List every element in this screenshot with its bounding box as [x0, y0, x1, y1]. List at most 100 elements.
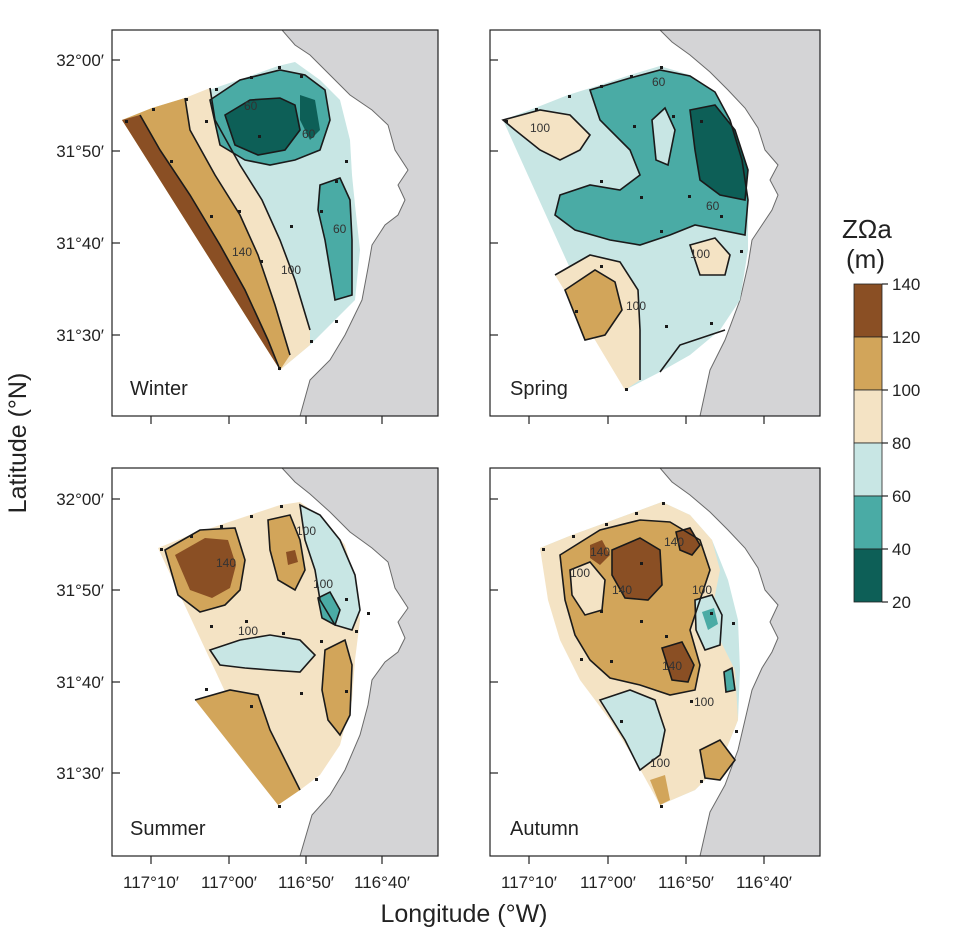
contour-label: 100: [626, 299, 646, 313]
stations: [125, 66, 348, 370]
stations: [542, 502, 738, 808]
contour-label: 100: [281, 263, 301, 277]
contour-label: 140: [590, 545, 610, 559]
contour-line: [598, 689, 666, 772]
contour-line: [651, 106, 676, 167]
contour-line: [209, 69, 331, 166]
land-mass: [659, 30, 820, 416]
contour-line: [554, 254, 641, 380]
stations: [505, 66, 743, 391]
contour-line: [298, 503, 361, 631]
lat-tick-label: 32°00′: [56, 51, 104, 70]
contour-line: [694, 594, 723, 651]
contour-line: [317, 177, 353, 302]
legend-bin: [853, 336, 883, 391]
panel-label-spring: Spring: [510, 378, 568, 400]
band-20-40: [225, 98, 300, 155]
legend-bin: [853, 442, 883, 497]
legend-bin: [853, 283, 883, 338]
contour-label: 140: [612, 583, 632, 597]
contour-line: [164, 527, 246, 613]
contour-label: 100: [692, 583, 712, 597]
contour-label: 60: [706, 199, 720, 213]
lon-tick-label: 116°40′: [354, 873, 410, 892]
contour-label: 140: [664, 535, 684, 549]
contour-label: 140: [662, 659, 682, 673]
lon-tick-label: 117°10′: [501, 873, 557, 892]
band-100-120: [565, 270, 622, 340]
contour-label: 100: [690, 247, 710, 261]
band-120-140: [122, 115, 280, 370]
legend-tick-label: 60: [892, 487, 911, 506]
panel-autumn: 140 140 100 140 100 140 100 100: [540, 468, 820, 856]
contour-line: [660, 641, 695, 683]
panel-label-winter: Winter: [130, 378, 188, 400]
lat-tick-label: 31°30′: [56, 764, 104, 783]
legend-ticks: 140 120 100 80 60 40 20: [882, 275, 920, 612]
contour-label: 100: [313, 577, 333, 591]
contour-label: 100: [650, 756, 670, 770]
legend-color-bar: [853, 283, 883, 603]
lat-tick-label: 31°50′: [56, 581, 104, 600]
panel-label-autumn: Autumn: [510, 818, 579, 840]
contour-line: [564, 269, 623, 341]
contour-label: 60: [652, 75, 666, 89]
panel-spring: 60 100 60 100 100: [501, 30, 820, 416]
lon-tick-label: 116°40′: [736, 873, 792, 892]
contour-line: [659, 329, 726, 373]
contour-label: 140: [216, 556, 236, 570]
lon-tick-label: 117°10′: [123, 873, 179, 892]
band-60-80-hole: [652, 108, 675, 165]
band-100-120-tip: [650, 775, 670, 805]
panel-winter: 60 60 60 140 100: [122, 30, 438, 416]
axis-ticks: [112, 59, 765, 864]
band-120-140: [612, 538, 662, 600]
band-120-140: [175, 538, 236, 598]
contour-line: [554, 69, 749, 246]
legend-bin: [853, 495, 883, 550]
legend-tick-label: 80: [892, 434, 911, 453]
contour-label: 100: [296, 524, 316, 538]
band-100-120-c: [195, 690, 300, 805]
stations: [160, 505, 370, 808]
contour-label: 60: [244, 99, 258, 113]
lon-tick-label: 117°00′: [201, 873, 257, 892]
contour-line: [559, 519, 711, 696]
lat-tick-label: 32°00′: [56, 490, 104, 509]
panel-frame: [111, 467, 439, 857]
contour-line: [723, 666, 736, 693]
lon-tick-label: 116°50′: [278, 873, 334, 892]
lat-tick-label: 31°30′: [56, 326, 104, 345]
contour-line: [321, 638, 353, 737]
panel-frame: [489, 467, 821, 857]
legend-tick-label: 100: [892, 381, 920, 400]
band-80-100-inner: [570, 562, 605, 615]
contour-line: [689, 104, 749, 201]
band-120-140-c: [676, 528, 700, 555]
band-60-80-west: [600, 690, 665, 770]
contour-line: [611, 537, 663, 601]
lat-tick-label: 31°40′: [56, 234, 104, 253]
land-mass: [281, 468, 438, 856]
band-80-100: [503, 110, 590, 160]
y-axis-title: Latitude (°N): [4, 373, 32, 514]
panel-frame: [489, 29, 821, 417]
legend-bin: [853, 548, 883, 603]
legend-tick-label: 140: [892, 275, 920, 294]
band-20-40-b: [300, 95, 320, 140]
band-100-120-d: [322, 640, 352, 735]
contour-label: 60: [333, 222, 347, 236]
band-60-80: [210, 635, 315, 672]
band-100-120-south: [700, 740, 735, 780]
contour-line: [688, 237, 731, 276]
contour-label: 100: [238, 624, 258, 638]
legend: ZΩa (m) 140 120 100 80 60 40 20: [842, 214, 920, 612]
contour-line: [139, 114, 281, 371]
contour-label: 100: [570, 566, 590, 580]
lon-tick-labels: 117°10′ 117°00′ 116°50′ 116°40′ 117°10′ …: [123, 873, 792, 892]
panel-summer: 100 140 100 100: [158, 468, 438, 856]
contour-label: 60: [302, 127, 316, 141]
band-120-140-b: [286, 550, 298, 565]
band-40-60-east: [318, 178, 352, 300]
